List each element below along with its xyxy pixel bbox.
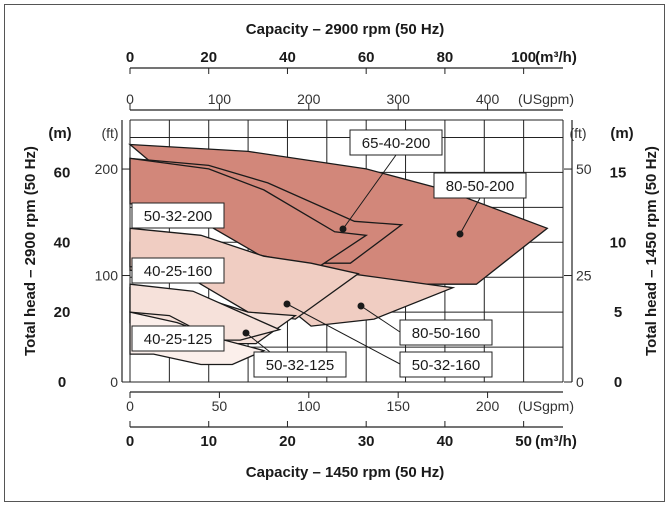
leader-dot: [358, 303, 365, 310]
right-ft-tick-label: 0: [576, 374, 584, 390]
left-m-tick-label: 20: [54, 304, 71, 321]
bottom-usgpm-tick-label: 50: [212, 398, 228, 414]
left-m-tick-label: 40: [54, 234, 71, 251]
left-ft-tick-label: 100: [95, 268, 119, 284]
top-usgpm-tick-label: 100: [208, 91, 232, 107]
bottom-m3h-tick-label: 30: [358, 433, 375, 450]
label-65-40-200: 65-40-200: [362, 135, 430, 152]
bottom-usgpm-tick-label: 200: [476, 398, 500, 414]
label-40-25-125: 40-25-125: [144, 331, 212, 348]
right-ft-unit: (ft): [569, 125, 586, 141]
top-axis-title: Capacity – 2900 rpm (50 Hz): [246, 21, 444, 38]
leader-dot: [243, 330, 250, 337]
top-m3h-tick-label: 80: [437, 49, 454, 66]
left-m-tick-label: 60: [54, 164, 71, 181]
top-usgpm-tick-label: 200: [297, 91, 321, 107]
bottom-axis-title: Capacity – 1450 rpm (50 Hz): [246, 464, 444, 481]
left-ft-tick-label: 0: [110, 374, 118, 390]
top-m3h-tick-label: 100: [511, 49, 536, 66]
leader-dot: [457, 231, 464, 238]
top-m3h-tick-label: 60: [358, 49, 375, 66]
bottom-m3h-tick-label: 0: [126, 433, 134, 450]
bottom-usgpm-unit: (USgpm): [518, 398, 574, 414]
left-ft-tick-label: 200: [95, 161, 119, 177]
top-usgpm-tick-label: 0: [126, 91, 134, 107]
label-40-25-160: 40-25-160: [144, 263, 212, 280]
top-m3h-tick-label: 40: [279, 49, 296, 66]
bottom-usgpm-tick-label: 150: [387, 398, 411, 414]
leader-dot: [284, 301, 291, 308]
top-m3h-tick-label: 20: [200, 49, 217, 66]
bottom-m3h-tick-label: 50: [515, 433, 532, 450]
right-m-tick-label: 15: [610, 164, 627, 181]
label-80-50-160: 80-50-160: [412, 325, 480, 342]
left-ft-unit: (ft): [101, 125, 118, 141]
right-ft-tick-label: 25: [576, 268, 592, 284]
right-m-tick-label: 0: [614, 374, 622, 391]
left-m-tick-label: 0: [58, 374, 66, 391]
top-usgpm-tick-label: 300: [387, 91, 411, 107]
left-m-unit: (m): [48, 125, 71, 142]
right-axis-title: Total head – 1450 rpm (50 Hz): [643, 146, 660, 356]
bottom-usgpm-tick-label: 100: [297, 398, 321, 414]
right-m-unit: (m): [610, 125, 633, 142]
top-m3h-tick-label: 0: [126, 49, 134, 66]
label-50-32-160: 50-32-160: [412, 357, 480, 374]
left-axis-title: Total head – 2900 rpm (50 Hz): [22, 146, 39, 356]
right-m-tick-label: 10: [610, 234, 627, 251]
bottom-m3h-unit: (m³/h): [535, 433, 577, 450]
bottom-m3h-tick-label: 10: [200, 433, 217, 450]
label-50-32-200: 50-32-200: [144, 208, 212, 225]
right-m-tick-label: 5: [614, 304, 622, 321]
right-ft-tick-label: 50: [576, 161, 592, 177]
top-m3h-unit: (m³/h): [535, 49, 577, 66]
label-50-32-125: 50-32-125: [266, 357, 334, 374]
top-usgpm-unit: (USgpm): [518, 91, 574, 107]
bottom-usgpm-tick-label: 0: [126, 398, 134, 414]
label-80-50-200: 80-50-200: [446, 178, 514, 195]
top-usgpm-tick-label: 400: [476, 91, 500, 107]
bottom-m3h-tick-label: 20: [279, 433, 296, 450]
bottom-m3h-tick-label: 40: [437, 433, 454, 450]
leader-dot: [340, 226, 347, 233]
